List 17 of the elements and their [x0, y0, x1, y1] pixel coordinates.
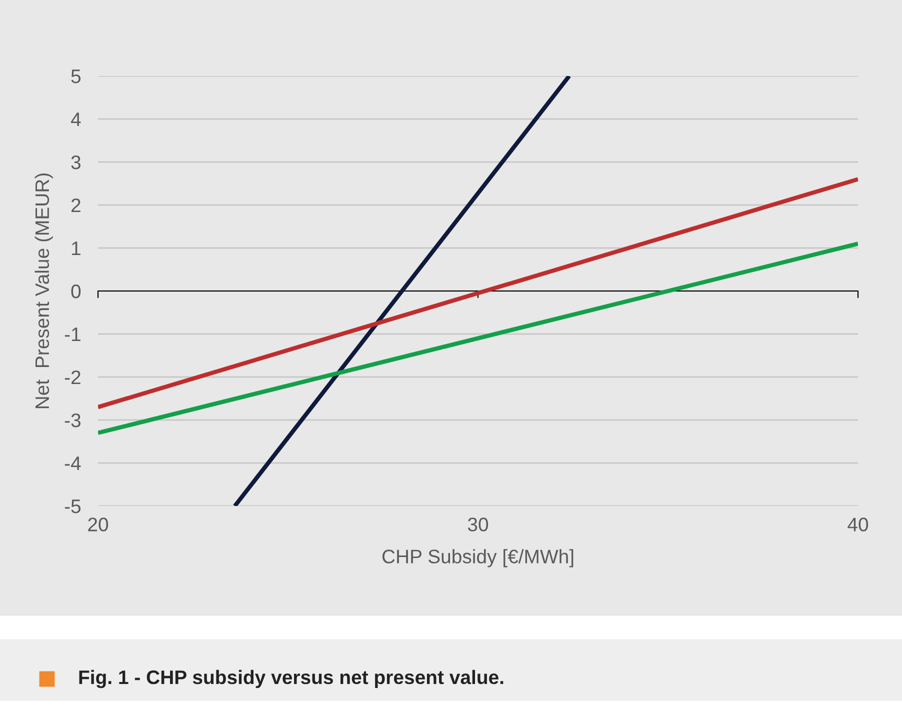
x-tick-label: 30	[468, 518, 488, 532]
y-tick-label: 0	[71, 284, 81, 298]
x-tick-label: 40	[848, 518, 868, 532]
x-tick-label: 20	[88, 518, 108, 532]
y-tick-label: -5	[64, 500, 81, 514]
y-tick-label: 2	[72, 198, 80, 212]
y-tick-label: -4	[64, 456, 81, 470]
y-tick-label: 5	[71, 70, 81, 84]
y-tick-label: -2	[64, 370, 80, 384]
y-tick-label: -1	[64, 328, 80, 342]
y-axis-title: Net Present Value (MEUR)	[34, 174, 53, 408]
y-tick-label: 1	[72, 242, 80, 256]
caption: Fig. 1 - CHP subsidy versus net present value.	[79, 670, 504, 688]
y-tick-label: -3	[64, 413, 80, 428]
y-tick-label: 3	[71, 155, 80, 170]
y-tick-label: 4	[70, 112, 81, 126]
x-axis-title: CHP Subsidy [€/MWh]	[382, 549, 574, 568]
